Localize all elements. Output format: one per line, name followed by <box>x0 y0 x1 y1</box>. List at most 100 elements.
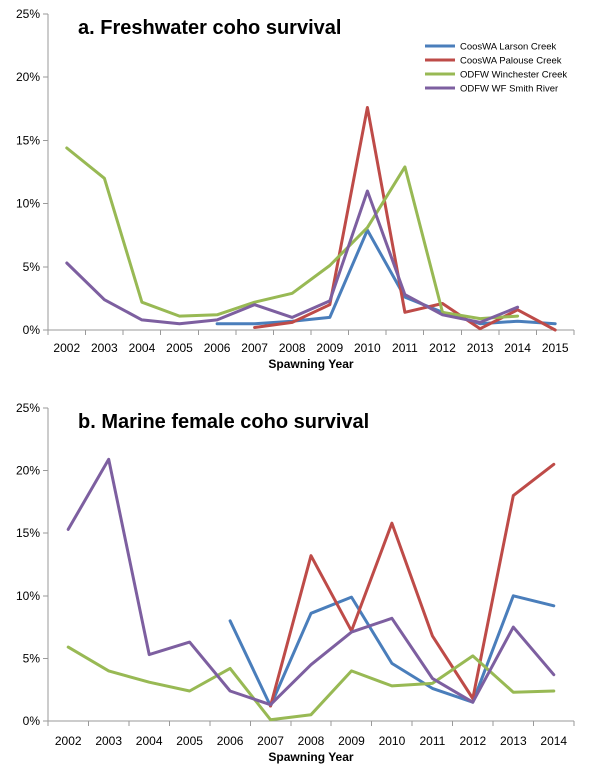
data-point-odfw-wf-smith-river <box>67 528 69 530</box>
data-point-cooswa-larson-creek <box>253 322 255 324</box>
data-point-odfw-winchester-creek <box>291 292 293 294</box>
data-point-cooswa-larson-creek <box>350 596 352 598</box>
data-point-odfw-winchester-creek <box>269 719 271 721</box>
x-tick-label: 2009 <box>316 341 343 355</box>
data-point-odfw-wf-smith-river <box>103 298 105 300</box>
y-tick-label: 5% <box>23 260 41 274</box>
data-point-cooswa-larson-creek <box>229 620 231 622</box>
data-point-cooswa-palouse-creek <box>253 326 255 328</box>
x-axis-title: Spawning Year <box>268 357 353 371</box>
x-tick-label: 2011 <box>392 341 418 355</box>
data-point-odfw-winchester-creek <box>141 301 143 303</box>
data-point-odfw-winchester-creek <box>178 315 180 317</box>
y-tick-label: 25% <box>16 7 40 21</box>
data-point-cooswa-larson-creek <box>391 662 393 664</box>
x-tick-label: 2013 <box>467 341 494 355</box>
data-point-cooswa-larson-creek <box>310 612 312 614</box>
data-point-odfw-wf-smith-river <box>229 690 231 692</box>
x-tick-label: 2014 <box>504 341 531 355</box>
data-point-odfw-wf-smith-river <box>431 677 433 679</box>
data-point-odfw-wf-smith-river <box>269 704 271 706</box>
data-point-cooswa-larson-creek <box>512 595 514 597</box>
x-tick-label: 2003 <box>91 341 118 355</box>
x-tick-label: 2013 <box>500 734 527 748</box>
data-point-cooswa-larson-creek <box>216 322 218 324</box>
legend-label: ODFW Winchester Creek <box>460 70 567 81</box>
data-point-cooswa-palouse-creek <box>553 463 555 465</box>
data-point-odfw-winchester-creek <box>350 670 352 672</box>
data-point-odfw-wf-smith-river <box>350 631 352 633</box>
data-point-cooswa-palouse-creek <box>391 522 393 524</box>
data-point-odfw-winchester-creek <box>148 681 150 683</box>
x-tick-label: 2004 <box>136 734 163 748</box>
data-point-odfw-wf-smith-river <box>107 458 109 460</box>
legend-label: CoosWA Palouse Creek <box>460 56 562 67</box>
x-tick-label: 2002 <box>55 734 82 748</box>
data-point-odfw-wf-smith-river <box>291 316 293 318</box>
chart-title: a. Freshwater coho survival <box>78 17 341 39</box>
x-tick-label: 2002 <box>53 341 80 355</box>
data-point-cooswa-larson-creek <box>554 322 556 324</box>
data-point-odfw-winchester-creek <box>404 166 406 168</box>
x-tick-label: 2015 <box>542 341 569 355</box>
data-point-odfw-wf-smith-river <box>391 617 393 619</box>
chart-2: b. Marine female coho survival 0% 5% 10% 15%… <box>16 401 575 764</box>
data-point-odfw-winchester-creek <box>216 314 218 316</box>
series-line-cooswa-larson-creek <box>215 228 557 326</box>
data-point-odfw-winchester-creek <box>253 301 255 303</box>
data-point-odfw-winchester-creek <box>310 714 312 716</box>
x-tick-label: 2007 <box>257 734 284 748</box>
data-point-odfw-wf-smith-river <box>188 641 190 643</box>
series-line-cooswa-palouse-creek <box>269 462 556 708</box>
data-point-odfw-wf-smith-river <box>366 190 368 192</box>
series-line-cooswa-larson-creek <box>228 594 556 708</box>
data-point-cooswa-larson-creek <box>553 605 555 607</box>
y-tick-label: 10% <box>16 589 40 603</box>
x-tick-label: 2012 <box>429 341 456 355</box>
x-tick-label: 2008 <box>298 734 325 748</box>
data-point-odfw-wf-smith-river <box>216 319 218 321</box>
series-line-odfw-wf-smith-river <box>66 457 556 707</box>
x-tick-label: 2005 <box>176 734 203 748</box>
data-point-cooswa-palouse-creek <box>310 555 312 557</box>
data-point-cooswa-palouse-creek <box>404 311 406 313</box>
x-tick-label: 2007 <box>241 341 268 355</box>
x-tick-label: 2010 <box>354 341 381 355</box>
data-point-odfw-wf-smith-river <box>479 321 481 323</box>
data-point-odfw-wf-smith-river <box>253 304 255 306</box>
data-point-odfw-winchester-creek <box>479 317 481 319</box>
data-point-odfw-winchester-creek <box>329 264 331 266</box>
data-point-cooswa-palouse-creek <box>479 328 481 330</box>
x-tick-label: 2012 <box>459 734 486 748</box>
chart-title: b. Marine female coho survival <box>78 411 369 433</box>
data-point-odfw-wf-smith-river <box>178 322 180 324</box>
x-axis-title: Spawning Year <box>268 750 353 764</box>
series-line-odfw-winchester-creek <box>66 645 556 722</box>
series-line-odfw-wf-smith-river <box>65 189 520 326</box>
y-tick-label: 5% <box>23 651 41 665</box>
y-tick-label: 20% <box>16 464 40 478</box>
x-tick-label: 2008 <box>279 341 306 355</box>
data-point-cooswa-larson-creek <box>329 316 331 318</box>
y-tick-label: 0% <box>23 323 41 337</box>
legend-label: ODFW WF Smith River <box>460 84 558 95</box>
data-point-cooswa-palouse-creek <box>329 304 331 306</box>
series-line-odfw-winchester-creek <box>65 146 520 321</box>
data-point-odfw-winchester-creek <box>472 655 474 657</box>
data-point-cooswa-larson-creek <box>431 687 433 689</box>
data-point-cooswa-palouse-creek <box>366 106 368 108</box>
data-point-odfw-winchester-creek <box>391 685 393 687</box>
y-tick-label: 20% <box>16 70 40 84</box>
x-tick-label: 2014 <box>540 734 567 748</box>
data-point-odfw-winchester-creek <box>366 226 368 228</box>
data-point-odfw-wf-smith-river <box>553 673 555 675</box>
x-tick-label: 2004 <box>129 341 156 355</box>
x-tick-label: 2005 <box>166 341 193 355</box>
data-point-odfw-winchester-creek <box>431 682 433 684</box>
data-point-odfw-winchester-creek <box>107 670 109 672</box>
data-point-odfw-winchester-creek <box>103 177 105 179</box>
y-tick-label: 25% <box>16 401 40 415</box>
chart-1: a. Freshwater coho survival 0% 5% 10% 15% 20%… <box>16 7 575 371</box>
data-point-odfw-winchester-creek <box>516 315 518 317</box>
